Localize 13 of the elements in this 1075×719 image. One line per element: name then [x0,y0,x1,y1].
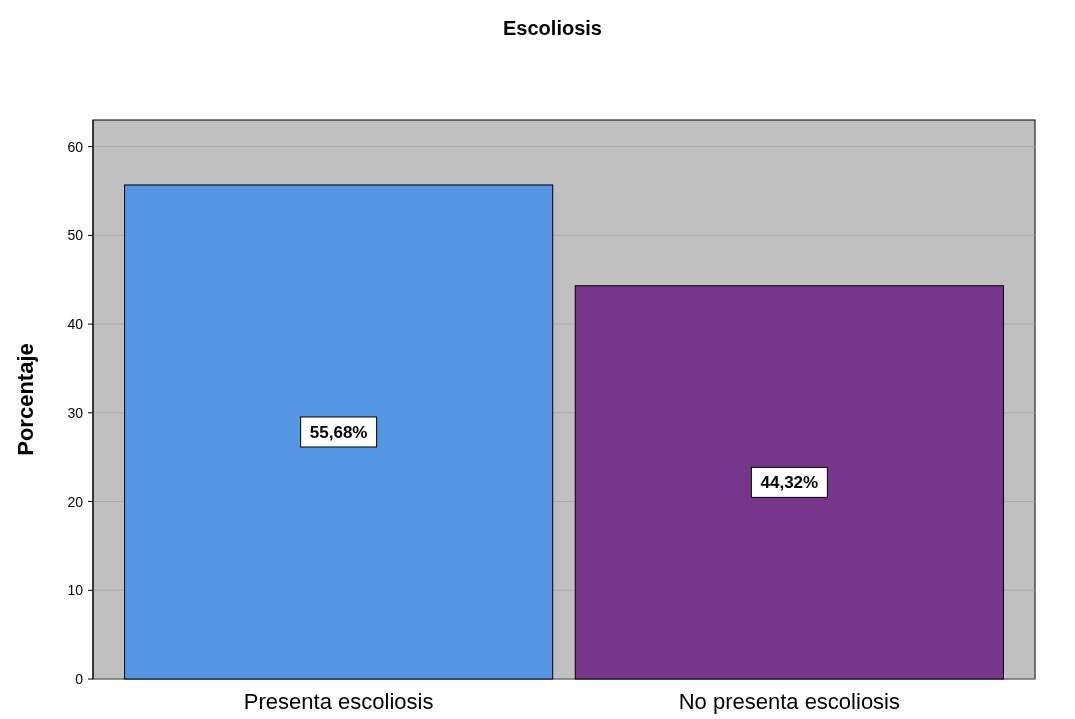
chart-title: Escoliosis [503,17,602,39]
y-tick-label: 20 [67,493,84,510]
y-tick-label: 0 [75,671,84,687]
x-tick-label: No presenta escoliosis [678,689,901,714]
y-tick-label: 30 [67,404,84,421]
y-axis-title: Porcentaje [13,343,38,456]
y-tick-label: 40 [67,316,84,333]
y-tick-label: 50 [67,227,84,244]
x-tick-label: Presenta escoliosis [243,689,434,714]
y-tick-label: 60 [67,138,84,155]
y-tick-label: 10 [67,582,84,599]
data-label: 55,68% [309,422,368,442]
data-label: 44,32% [760,473,819,493]
